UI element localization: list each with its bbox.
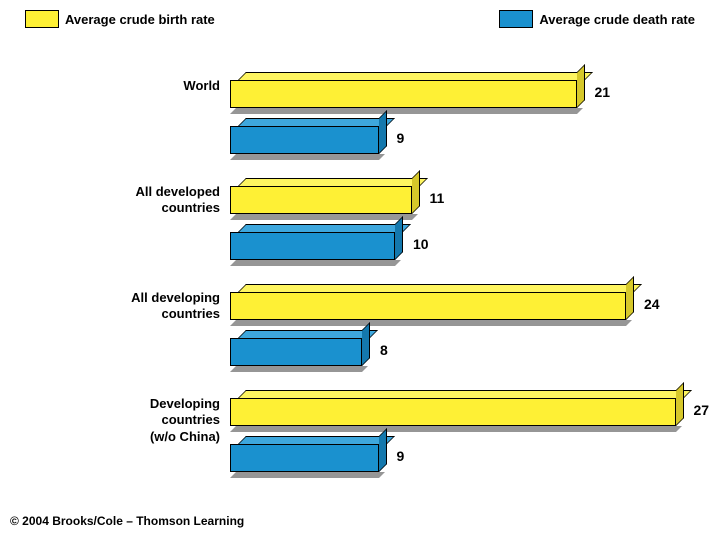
category-label: Developingcountries(w/o China) [10,396,220,445]
bar-chart: World219All developedcountries1110All de… [0,70,720,494]
category-label: All developedcountries [10,184,220,217]
chart-group: Developingcountries(w/o China) 27 9 [0,388,720,488]
bar [230,444,379,472]
copyright-text: © 2004 Brooks/Cole – Thomson Learning [10,514,244,528]
bar [230,292,626,320]
value-label-death: 9 [397,448,405,464]
value-label-death: 9 [397,130,405,146]
chart-group: All developingcountries 24 8 [0,282,720,382]
category-label: All developingcountries [10,290,220,323]
legend-label-death: Average crude death rate [539,12,695,27]
bar [230,186,412,214]
value-label-birth: 27 [694,402,710,418]
value-label-birth: 24 [644,296,660,312]
bar [230,80,577,108]
legend-label-birth: Average crude birth rate [65,12,215,27]
bar [230,232,395,260]
value-label-death: 10 [413,236,429,252]
value-label-birth: 21 [595,84,611,100]
legend-item-death: Average crude death rate [499,10,695,28]
value-label-birth: 11 [430,190,445,206]
legend-swatch-birth [25,10,59,28]
chart-group: World 21 9 [0,70,720,170]
bar [230,126,379,154]
chart-group: All developedcountries 11 10 [0,176,720,276]
bar [230,398,676,426]
legend-swatch-death [499,10,533,28]
value-label-death: 8 [380,342,388,358]
legend-item-birth: Average crude birth rate [25,10,215,28]
category-label: World [10,78,220,94]
bar [230,338,362,366]
legend: Average crude birth rate Average crude d… [0,10,720,28]
